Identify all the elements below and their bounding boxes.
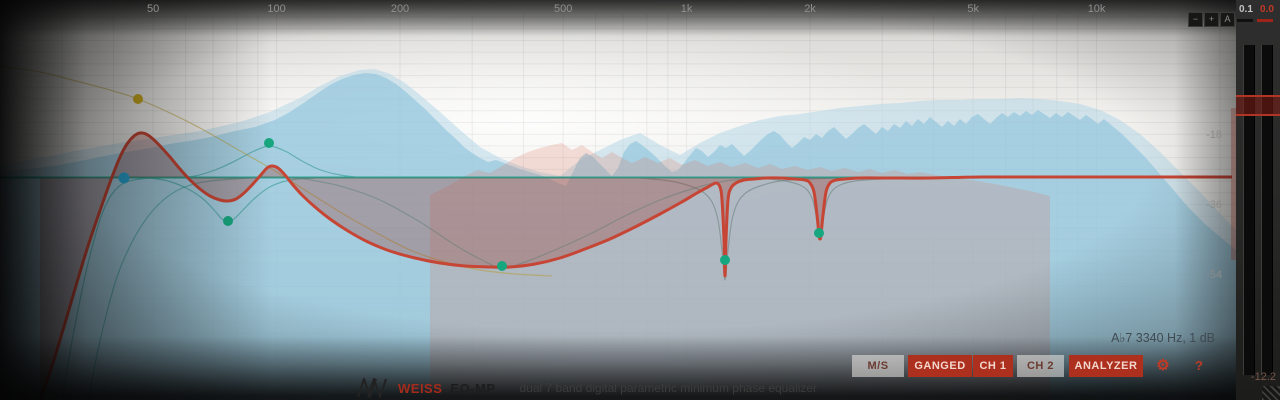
freq-tick-label: 5k	[967, 3, 979, 15]
analyzer-button[interactable]: ANALYZER	[1069, 355, 1143, 377]
product-name: EQ-MP	[450, 380, 496, 396]
settings-gear-icon[interactable]: ⚙	[1156, 357, 1170, 374]
db-tick-label: -18	[1206, 129, 1222, 141]
freq-tick-label: 500	[553, 3, 573, 15]
output-gain-handle[interactable]	[1236, 95, 1280, 116]
brand-name: WEISS	[398, 380, 443, 396]
cursor-readout: A♭7 3340 Hz, 1 dB	[1111, 331, 1215, 345]
level-meter-right	[1261, 45, 1273, 375]
eq-graph[interactable]	[0, 0, 1236, 400]
freq-tick-label: 2k	[804, 3, 816, 15]
ms-mode-button[interactable]: M/S	[852, 355, 904, 377]
band-handle-3[interactable]	[497, 261, 507, 271]
channel-1-button[interactable]: CH 1	[973, 355, 1013, 377]
gain-trim-track	[1231, 108, 1239, 260]
freq-tick-label: 50	[147, 3, 160, 15]
freq-tick-label: 200	[390, 3, 410, 15]
product-tagline: dual 7 band digital parametric minimum p…	[519, 381, 818, 395]
trim-value-right[interactable]: 0.0	[1260, 4, 1274, 15]
freq-tick-label: 100	[267, 3, 286, 15]
db-tick-label: -36	[1206, 199, 1222, 211]
freq-tick-label: 1k	[680, 3, 693, 15]
help-icon[interactable]: ?	[1195, 358, 1203, 373]
channel-2-button[interactable]: CH 2	[1017, 355, 1064, 377]
db-tick-label: -54	[1206, 269, 1222, 281]
ganged-button[interactable]: GANGED	[908, 355, 972, 377]
zoom-in-button[interactable]: +	[1204, 12, 1219, 27]
freq-tick-label: 10k	[1087, 3, 1106, 15]
band-handle-1[interactable]	[223, 216, 233, 226]
band-handle-selected[interactable]	[118, 172, 130, 184]
band-handle-5[interactable]	[814, 228, 824, 238]
meter-peak-readout: -12.2	[1250, 371, 1276, 383]
trim-slider-left[interactable]	[1237, 19, 1253, 22]
zoom-out-button[interactable]: −	[1188, 12, 1203, 27]
resize-grip[interactable]	[1262, 386, 1280, 400]
db-tick-label: 0	[1215, 58, 1222, 70]
trim-value-left[interactable]: 0.1	[1239, 4, 1253, 15]
band-handle-yellow[interactable]	[133, 94, 143, 104]
band-handle-4[interactable]	[720, 255, 730, 265]
level-meter-left	[1243, 45, 1255, 375]
weiss-logo-icon	[357, 378, 387, 398]
auto-scale-button[interactable]: A	[1220, 12, 1235, 27]
band-handle-2[interactable]	[264, 138, 274, 148]
output-meter-panel: 0.1 0.0 -12.2	[1236, 0, 1280, 400]
branding-bar: WEISS EQ-MP dual 7 band digital parametr…	[356, 378, 817, 398]
trim-slider-right[interactable]	[1257, 19, 1273, 22]
